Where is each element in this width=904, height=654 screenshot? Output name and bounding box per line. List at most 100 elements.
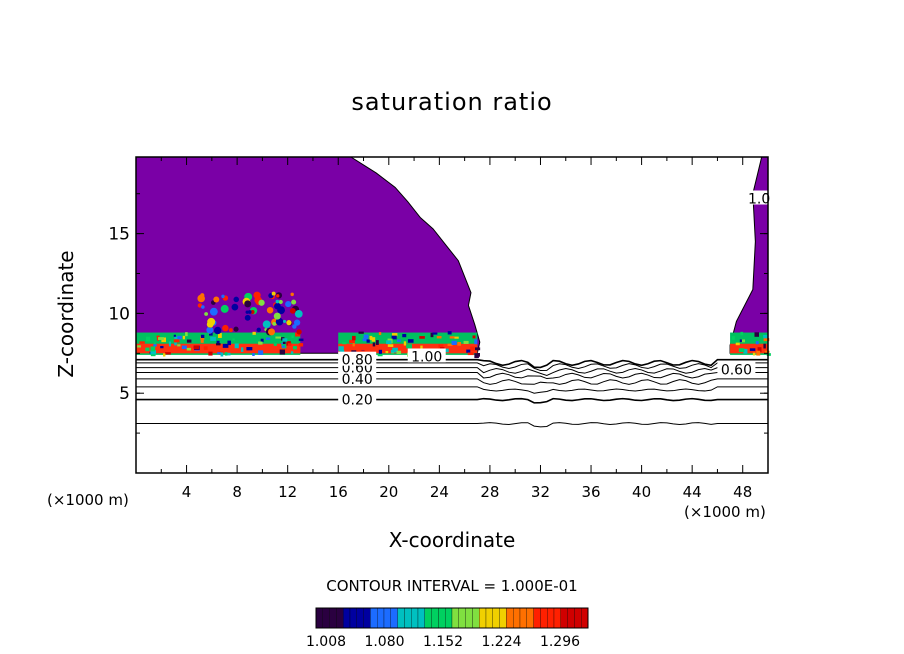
- cloud-base-band-left-cell: [181, 345, 187, 350]
- colorbar-cell: [383, 607, 391, 629]
- colorbar-cell: [567, 607, 575, 629]
- colorbar-cell: [499, 607, 507, 629]
- contour-label-bg: [338, 391, 377, 406]
- cloud-base-band-left-cell: [145, 336, 151, 342]
- colorbar-cell: [560, 607, 568, 629]
- colorbar-cell: [472, 607, 480, 629]
- colorbar-cell: [349, 607, 357, 629]
- scattered-cell: [286, 320, 292, 326]
- colorbar-cell: [431, 607, 439, 629]
- colorbar-cell: [540, 607, 548, 629]
- cloud-base-band-left-cell: [160, 345, 164, 349]
- cloud-base-band-right-cell: [766, 353, 771, 356]
- colorbar-cell: [424, 607, 432, 629]
- contour-line: [136, 362, 768, 372]
- cloud-base-band-left-cell: [282, 340, 286, 345]
- cloud-base-band-left-cell: [156, 335, 160, 338]
- colorbar-cell: [519, 607, 527, 629]
- cloud-base-band-left-cell: [227, 340, 231, 346]
- x-tick-label: 16: [329, 483, 348, 501]
- cloud-base-band-left-cell: [216, 343, 221, 346]
- cloud-base-band-left-cell: [174, 341, 177, 346]
- scattered-cell: [201, 305, 205, 309]
- colorbar-cell: [390, 607, 398, 629]
- scattered-cell: [222, 324, 229, 332]
- colorbar-cell: [315, 607, 323, 629]
- colorbar-cell: [451, 607, 459, 629]
- colorbar-cell: [492, 607, 500, 629]
- cloud-base-band-middle-cell: [474, 339, 478, 345]
- scattered-cell: [275, 299, 280, 304]
- scattered-cell: [244, 314, 251, 321]
- cloud-base-band-middle-cell: [372, 342, 376, 347]
- contour-label: 0.80: [342, 353, 373, 369]
- cloud-base-band-left-cell: [273, 343, 277, 346]
- cloud-base-band-right-cell: [738, 348, 745, 353]
- scattered-cell: [285, 301, 292, 308]
- cloud-base-band-left-cell: [163, 353, 166, 357]
- x-unit-label-left: (×1000 m): [47, 491, 129, 509]
- cloud-base-band-middle-cell: [449, 336, 455, 339]
- cloud-base-band-left-cell: [200, 337, 204, 343]
- colorbar-cell: [485, 607, 493, 629]
- cloud-base-band-middle-cell: [463, 340, 469, 344]
- scattered-cell: [275, 317, 284, 326]
- cloud-base-band-middle-cell: [475, 347, 481, 351]
- colorbar-tick-label: 1.152: [423, 634, 463, 650]
- cloud-base-band-left-cell: [252, 331, 256, 335]
- scattered-cell: [262, 320, 271, 329]
- cloud-base-band-left-cell: [275, 336, 282, 339]
- cloud-base-band-left-cell: [290, 351, 294, 354]
- x-tick-label: 36: [581, 483, 600, 501]
- scattered-cell: [268, 328, 275, 336]
- cloud-base-band-left-cell: [258, 341, 263, 345]
- colorbar-cell: [465, 607, 473, 629]
- cloud-base-band-middle-cell: [466, 349, 471, 353]
- scattered-cell: [273, 312, 281, 320]
- cloud-base-band-left-cell: [200, 334, 205, 339]
- cloud-base-band-middle-cell: [396, 350, 402, 355]
- cloud-base-band-middle-cell: [342, 342, 347, 345]
- scattered-cell: [290, 292, 294, 297]
- colorbar-cell: [581, 607, 589, 629]
- colorbar-cell: [438, 607, 446, 629]
- scattered-cell: [289, 307, 296, 314]
- scattered-cell: [272, 321, 277, 326]
- colorbar-cell: [513, 607, 521, 629]
- cloud-base-band-left-cell: [156, 337, 160, 341]
- cloud-base-band-left-cell: [265, 337, 271, 340]
- cloud-base-band-left-cell: [153, 344, 157, 347]
- colorbar-cell: [377, 607, 385, 629]
- cloud-base-band-left-cell: [279, 349, 286, 355]
- scattered-cell: [296, 329, 302, 335]
- cloud-base-band-middle-cell: [366, 339, 370, 343]
- scattered-cell: [221, 294, 225, 299]
- cloud-base-band-right-cell: [743, 348, 748, 354]
- scattered-cell: [206, 326, 214, 334]
- cloud-base-band-left-cell: [208, 351, 213, 356]
- cloud-base-band-left-cell: [252, 353, 255, 356]
- cloud-base-band-left-cell: [227, 352, 231, 356]
- scattered-cell: [258, 299, 265, 306]
- cloud-base-band-middle-cell: [438, 344, 444, 349]
- x-tick-label: 32: [531, 483, 550, 501]
- supersaturated-region-left: [135, 156, 481, 354]
- cloud-base-band-left-cell: [298, 338, 304, 342]
- scattered-cell: [283, 319, 287, 323]
- colorbar-cell: [458, 607, 466, 629]
- scattered-cell: [292, 324, 297, 329]
- cloud-base-band-left-cell: [224, 352, 228, 356]
- y-tick-label: 5: [119, 384, 130, 404]
- x-tick-label: 8: [232, 483, 242, 501]
- contour-interval-label: CONTOUR INTERVAL = 1.000E-01: [326, 577, 578, 595]
- scattered-cell: [294, 309, 303, 318]
- x-tick-label: 44: [683, 483, 702, 501]
- chart-title: saturation ratio: [351, 88, 553, 116]
- cloud-base-band-middle-cell: [358, 331, 364, 334]
- cloud-base-band-middle-cell: [385, 350, 389, 354]
- scattered-cell: [271, 291, 276, 296]
- cloud-base-band-middle-cell: [387, 344, 394, 347]
- cloud-base-band-right-cell: [755, 341, 759, 345]
- colorbar-tick-label: 1.008: [306, 634, 346, 650]
